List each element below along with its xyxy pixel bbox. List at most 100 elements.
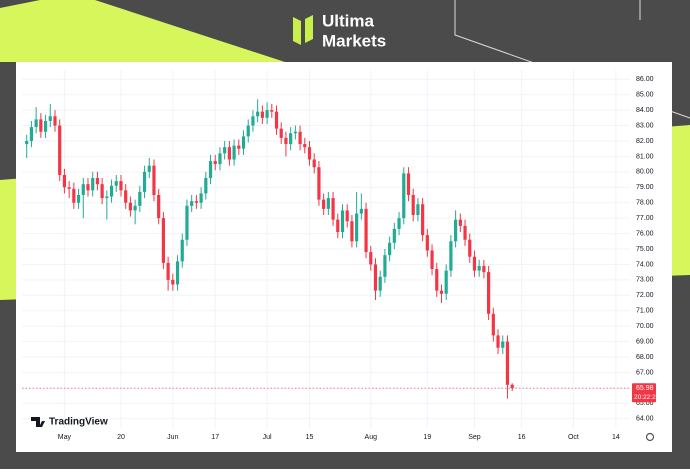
- y-tick-label: 84.00: [636, 107, 654, 114]
- x-tick-label: Aug: [365, 434, 378, 441]
- x-tick-label: 17: [211, 434, 219, 441]
- candle-body: [454, 219, 458, 242]
- candle-body: [204, 178, 208, 194]
- candle-body: [237, 145, 241, 149]
- candle-body: [274, 111, 279, 129]
- candle-body: [241, 136, 246, 149]
- candle-body: [472, 256, 477, 271]
- y-tick-label: 68.00: [636, 354, 654, 361]
- settings-icon[interactable]: [645, 432, 655, 442]
- candle-body: [425, 235, 429, 251]
- candle-body: [265, 110, 269, 118]
- candle-body: [388, 242, 392, 256]
- candle-body: [119, 181, 123, 191]
- candle-body: [128, 202, 133, 211]
- candle-body: [251, 116, 255, 126]
- candle-body: [199, 193, 203, 203]
- candle-body: [190, 201, 194, 206]
- candle-body: [246, 125, 250, 137]
- candle-body: [355, 213, 359, 242]
- candle-body: [406, 173, 411, 195]
- candle-body: [359, 208, 363, 214]
- x-tick-label: Jun: [167, 434, 178, 441]
- candle-body: [208, 161, 213, 179]
- candle-body: [439, 290, 444, 294]
- candle-body: [421, 204, 425, 236]
- candle-body: [152, 165, 156, 195]
- candle-body: [138, 191, 142, 206]
- candle-body: [34, 119, 38, 128]
- x-tick-label: 19: [423, 434, 431, 441]
- candle-body: [81, 184, 85, 195]
- y-tick-label: 85.00: [636, 92, 654, 99]
- lime-band-top: [0, 0, 285, 62]
- candle-body: [133, 205, 137, 211]
- candle-body: [458, 219, 462, 226]
- candle-body: [109, 185, 114, 197]
- candle-body: [161, 218, 165, 263]
- candle-body: [142, 171, 147, 192]
- candle-body: [62, 174, 67, 188]
- y-tick-label: 74.00: [636, 261, 654, 268]
- candle-body: [510, 384, 514, 389]
- candle-body: [95, 178, 100, 185]
- candle-body: [293, 131, 297, 134]
- candle-body: [114, 181, 118, 186]
- y-tick-label: 78.00: [636, 200, 654, 207]
- candle-body: [43, 120, 48, 132]
- watermark: TradingView: [49, 417, 108, 428]
- x-tick-label: Jul: [263, 434, 272, 441]
- candle-body: [463, 225, 467, 240]
- y-tick-label: 73.00: [636, 277, 654, 284]
- candle-body: [430, 250, 434, 270]
- x-tick-label: May: [58, 434, 72, 441]
- candle-body: [312, 159, 316, 168]
- y-tick-label: 80.00: [636, 169, 654, 176]
- candle-body: [166, 262, 170, 280]
- y-tick-label: 67.00: [636, 369, 654, 376]
- y-tick-label: 64.00: [636, 416, 654, 423]
- x-tick-label: Oct: [568, 434, 579, 441]
- candle-body: [289, 133, 293, 145]
- candle-body: [260, 111, 264, 118]
- candle-body: [185, 205, 189, 240]
- x-tick-label: 16: [518, 434, 526, 441]
- candle-body: [392, 228, 396, 243]
- candle-body: [124, 190, 128, 203]
- candle-body: [270, 110, 274, 112]
- candle-body: [477, 265, 481, 271]
- candle-body: [383, 255, 387, 277]
- y-tick-label: 82.00: [636, 138, 654, 145]
- candle-body: [194, 201, 198, 203]
- candle-body: [86, 184, 90, 191]
- candle-body: [29, 127, 34, 141]
- candle-body: [91, 178, 95, 191]
- candle-body: [256, 111, 260, 117]
- candle-body: [298, 131, 302, 145]
- candle-body: [449, 241, 453, 271]
- candle-body: [487, 272, 491, 314]
- candle-body: [373, 264, 378, 291]
- candle-body: [303, 144, 307, 148]
- candle-body: [468, 239, 472, 257]
- candle-body: [58, 125, 62, 175]
- x-tick-label: Sep: [468, 434, 481, 441]
- candle-body: [496, 335, 500, 348]
- candle-body: [76, 194, 81, 203]
- candle-body: [307, 147, 312, 160]
- y-tick-label: 75.00: [636, 246, 654, 253]
- candle-body: [39, 119, 43, 132]
- candle-body: [416, 204, 420, 216]
- candle-body: [336, 219, 340, 233]
- last-price-box: [632, 383, 656, 403]
- x-tick-label: 15: [306, 434, 314, 441]
- candle-body: [397, 218, 401, 229]
- candle-body: [491, 313, 495, 336]
- candle-body: [284, 137, 288, 145]
- chart-panel: [16, 62, 672, 452]
- candle-body: [345, 210, 349, 222]
- candle-body: [25, 140, 29, 145]
- y-tick-label: 76.00: [636, 230, 654, 237]
- candle-body: [72, 188, 76, 203]
- y-tick-label: 69.00: [636, 338, 654, 345]
